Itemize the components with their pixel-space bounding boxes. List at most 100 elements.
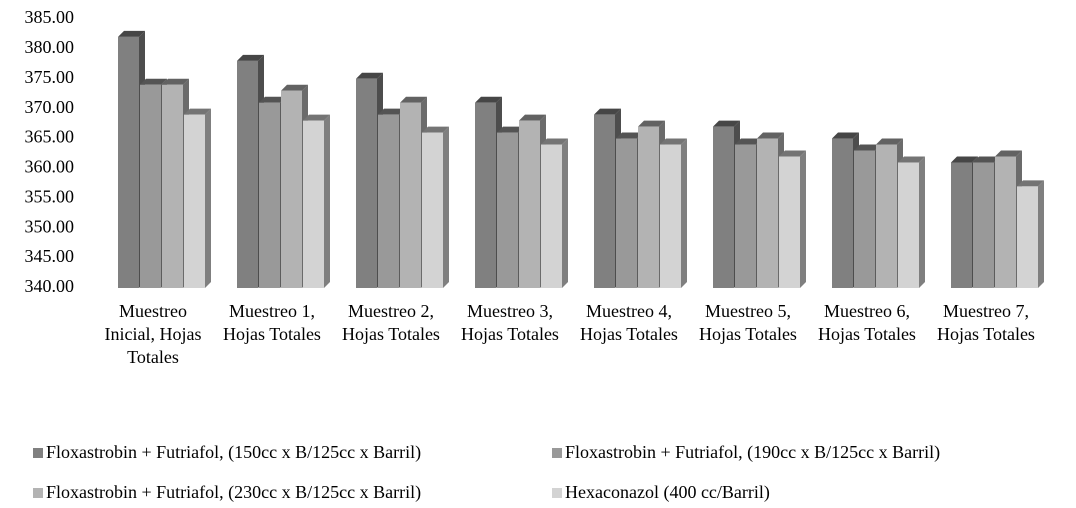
- bar-front: [303, 120, 324, 288]
- y-tick-label: 380.00: [25, 37, 75, 57]
- x-tick-label: Muestreo 2, Hojas Totales: [342, 301, 440, 344]
- legend-marker: [552, 488, 562, 498]
- bar-top: [400, 96, 427, 103]
- bar-front: [259, 102, 280, 288]
- bar-front: [898, 162, 919, 288]
- bar-front: [162, 84, 183, 288]
- bar-top: [541, 138, 568, 145]
- bar-top: [832, 132, 859, 139]
- x-tick-label: Muestreo Inicial, Hojas Totales: [104, 301, 202, 367]
- bar-front: [118, 36, 139, 288]
- bar-side: [443, 126, 449, 288]
- bar-top: [713, 120, 740, 127]
- y-tick-label: 340.00: [25, 276, 75, 296]
- bar-front: [638, 126, 659, 288]
- bar-top: [281, 84, 308, 91]
- bar-top: [303, 114, 330, 121]
- legend-label: Hexaconazol (400 cc/Barril): [565, 482, 770, 503]
- bar-front: [184, 114, 205, 289]
- bar-front: [876, 144, 897, 288]
- bar-front: [854, 150, 875, 288]
- bar: [1017, 180, 1044, 288]
- bar-top: [519, 114, 546, 121]
- bar-top: [594, 108, 621, 115]
- bar-side: [324, 114, 330, 288]
- bar-top: [118, 30, 145, 37]
- bar-front: [735, 144, 756, 288]
- bar: [184, 108, 211, 289]
- bar-front: [475, 102, 496, 288]
- bar-top: [237, 54, 264, 61]
- bar-side: [800, 150, 806, 288]
- bar-front: [616, 138, 637, 288]
- bar-front: [400, 102, 421, 288]
- x-tick-label: Muestreo 6, Hojas Totales: [818, 301, 916, 344]
- y-tick-label: 350.00: [25, 216, 75, 236]
- y-tick-label: 355.00: [25, 186, 75, 206]
- bar: [541, 138, 568, 288]
- bar-top: [660, 138, 687, 145]
- legend-label: Floxastrobin + Futriafol, (230cc x B/125…: [46, 482, 421, 503]
- bar-front: [497, 132, 518, 288]
- y-tick-label: 345.00: [25, 246, 75, 266]
- bar-top: [422, 126, 449, 133]
- legend-label: Floxastrobin + Futriafol, (190cc x B/125…: [565, 442, 940, 463]
- bar-front: [832, 138, 853, 288]
- legend-marker: [552, 448, 562, 458]
- bar: [779, 150, 806, 288]
- bar-top: [898, 156, 925, 163]
- bar-top: [995, 150, 1022, 157]
- bar-top: [497, 126, 524, 133]
- bar-top: [475, 96, 502, 103]
- bar-front: [378, 114, 399, 289]
- x-tick-label: Muestreo 3, Hojas Totales: [461, 301, 559, 344]
- y-tick-label: 365.00: [25, 127, 75, 147]
- bar: [898, 156, 925, 288]
- bar-front: [713, 126, 734, 288]
- legend-marker: [33, 488, 43, 498]
- bar-top: [616, 132, 643, 139]
- bar-top: [779, 150, 806, 157]
- bar-front: [541, 144, 562, 288]
- bar-top: [162, 78, 189, 85]
- legend-label: Floxastrobin + Futriafol, (150cc x B/125…: [46, 442, 421, 463]
- y-tick-label: 375.00: [25, 67, 75, 87]
- bar-front: [281, 90, 302, 288]
- bar-side: [205, 108, 211, 289]
- bar-front: [757, 138, 778, 288]
- bar: [303, 114, 330, 288]
- bar: [660, 138, 687, 288]
- x-tick-label: Muestreo 5, Hojas Totales: [699, 301, 797, 344]
- bar-top: [184, 108, 211, 115]
- bar-front: [973, 162, 994, 288]
- x-tick-label: Muestreo 4, Hojas Totales: [580, 301, 678, 344]
- bar-front: [995, 156, 1016, 288]
- bar-front: [660, 144, 681, 288]
- bar-top: [951, 156, 978, 163]
- bar-top: [638, 120, 665, 127]
- bar-side: [919, 156, 925, 288]
- bar-top: [973, 156, 1000, 163]
- bar-top: [356, 72, 383, 79]
- bar-top: [757, 132, 784, 139]
- bar-top: [854, 144, 881, 151]
- y-tick-label: 385.00: [25, 7, 75, 27]
- bar-front: [237, 60, 258, 288]
- x-tick-label: Muestreo 1, Hojas Totales: [223, 301, 321, 344]
- bar-side: [1038, 180, 1044, 288]
- y-tick-label: 360.00: [25, 157, 75, 177]
- bar-front: [356, 78, 377, 289]
- x-tick-label: Muestreo 7, Hojas Totales: [937, 301, 1035, 344]
- bar-front: [140, 84, 161, 288]
- bar-front: [1017, 186, 1038, 288]
- bar-front: [594, 114, 615, 289]
- bar: [422, 126, 449, 288]
- bar-top: [259, 96, 286, 103]
- bar-top: [140, 78, 167, 85]
- bar-front: [422, 132, 443, 288]
- y-tick-label: 370.00: [25, 97, 75, 117]
- bar-top: [876, 138, 903, 145]
- bar-top: [735, 138, 762, 145]
